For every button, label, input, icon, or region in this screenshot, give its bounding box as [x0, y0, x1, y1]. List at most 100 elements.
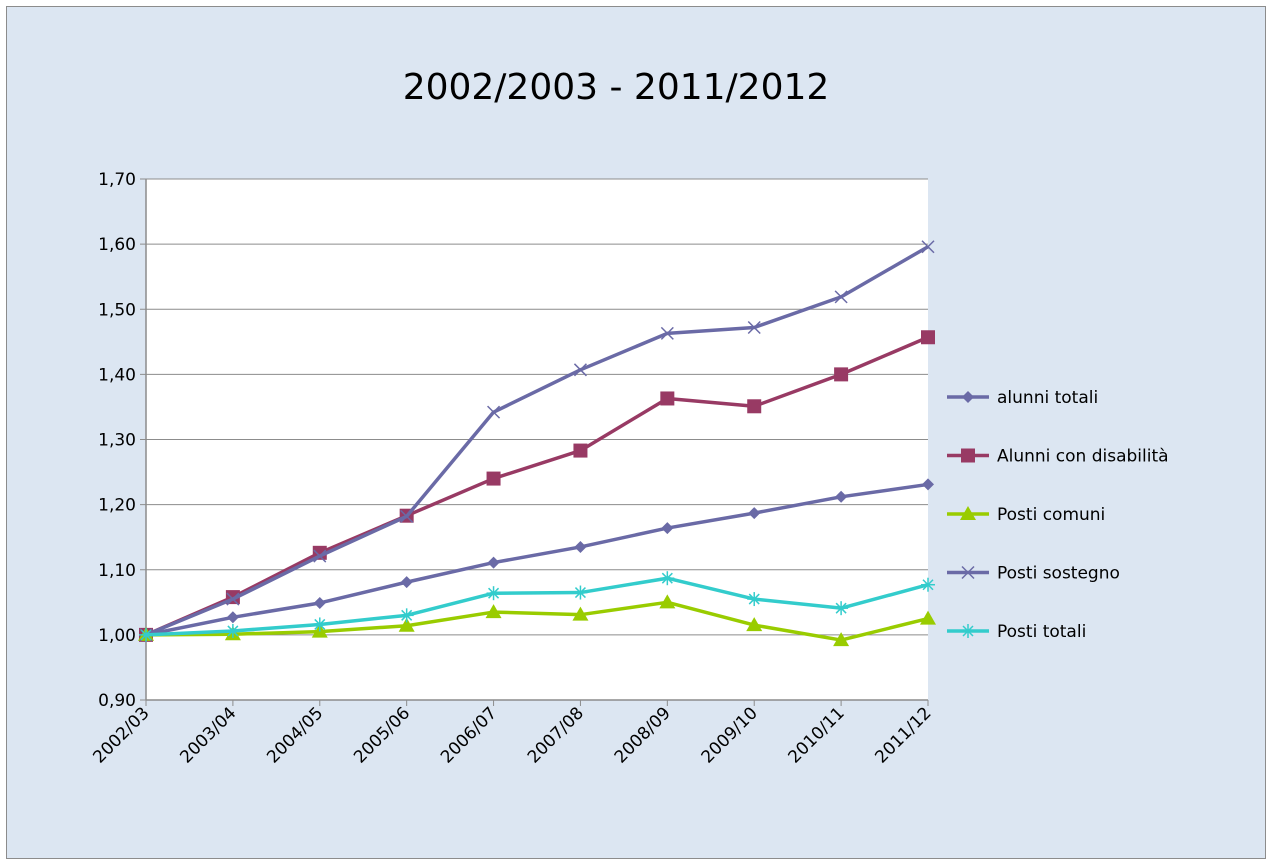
- legend-label: alunni totali: [997, 388, 1098, 408]
- data-point: [835, 490, 848, 503]
- y-tick-label: 1,30: [98, 431, 136, 451]
- legend-marker: [960, 506, 976, 520]
- data-point: [313, 549, 327, 563]
- star-marker-stroke: [488, 587, 500, 599]
- data-point: [400, 509, 414, 523]
- legend-label: Posti totali: [997, 622, 1086, 642]
- data-point: [747, 592, 762, 607]
- legend-label: Posti sostegno: [997, 564, 1120, 584]
- triangle-marker: [746, 617, 763, 632]
- square-marker: [660, 391, 675, 406]
- data-point: [226, 611, 239, 624]
- x-tick-label: 2003/04: [176, 703, 240, 767]
- star-marker-stroke: [748, 593, 760, 605]
- star-marker-stroke: [140, 629, 152, 641]
- series-3: [139, 240, 935, 642]
- y-tick-label: 1,70: [98, 170, 136, 190]
- data-point: [834, 290, 848, 304]
- series-line: [145, 245, 929, 637]
- star-marker-stroke: [922, 579, 934, 591]
- triangle-marker: [833, 632, 850, 647]
- series-line: [145, 482, 929, 637]
- square-marker: [961, 448, 975, 463]
- y-tick-label: 1,20: [98, 496, 136, 516]
- y-tick-label: 1,10: [98, 561, 136, 581]
- square-marker: [573, 443, 588, 458]
- data-point: [921, 577, 935, 592]
- legend-marker: [962, 391, 974, 403]
- data-point: [486, 586, 501, 601]
- series-line: [145, 335, 929, 637]
- data-point: [485, 604, 502, 619]
- data-point: [921, 240, 935, 254]
- star-marker-stroke: [574, 587, 586, 599]
- x-tick-label: 2011/12: [871, 703, 935, 767]
- x-marker-stroke: [226, 592, 240, 606]
- star-marker-stroke: [962, 625, 974, 637]
- data-point: [312, 617, 327, 632]
- y-tick-label: 1,50: [98, 300, 136, 320]
- data-point: [920, 610, 936, 625]
- x-tick-label: 2005/06: [350, 703, 414, 767]
- x-marker-stroke: [921, 240, 935, 254]
- x-tick-label: 2006/07: [437, 703, 501, 767]
- legend-label: Posti comuni: [997, 505, 1105, 525]
- data-point: [660, 326, 674, 340]
- square-marker: [486, 471, 501, 486]
- series-line: [145, 576, 929, 637]
- x-tick-label: 2004/05: [263, 703, 327, 767]
- diamond-marker: [574, 540, 587, 553]
- diamond-marker: [962, 391, 974, 403]
- triangle-marker: [572, 606, 589, 621]
- y-tick-label: 1,40: [98, 365, 136, 385]
- legend: alunni totali Alunni con disabilità Posti …: [947, 388, 1169, 642]
- star-marker-stroke: [401, 609, 413, 621]
- x-marker-stroke: [573, 363, 587, 377]
- data-point: [922, 478, 934, 491]
- y-tick-label: 0,90: [98, 691, 136, 711]
- data-point: [833, 632, 850, 647]
- triangle-marker: [920, 610, 936, 625]
- diamond-marker: [835, 490, 848, 503]
- series-4: [139, 571, 935, 642]
- data-point: [661, 522, 674, 535]
- x-marker-stroke: [400, 509, 414, 523]
- square-marker: [834, 367, 849, 382]
- series-lines: [138, 240, 936, 647]
- data-point: [747, 399, 762, 414]
- y-tick-label: 1,60: [98, 235, 136, 255]
- legend-entry: Posti comuni: [947, 505, 1105, 525]
- diamond-marker: [226, 611, 239, 624]
- data-point: [574, 540, 587, 553]
- x-marker-stroke: [961, 565, 975, 580]
- square-marker: [747, 399, 762, 414]
- data-point: [747, 320, 761, 335]
- data-point: [486, 471, 501, 486]
- data-point: [225, 623, 240, 638]
- data-point: [660, 571, 675, 586]
- series-line: [145, 600, 929, 642]
- gridlines: [146, 178, 928, 636]
- data-point: [313, 596, 326, 609]
- x-marker-stroke: [747, 320, 761, 335]
- legend-entry: Alunni con disabilità: [947, 447, 1169, 467]
- x-marker-stroke: [660, 326, 674, 340]
- x-tick-label: 2008/09: [611, 703, 675, 767]
- series-0: [140, 478, 934, 641]
- legend-entry: Posti totali: [947, 622, 1086, 642]
- star-marker-stroke: [314, 618, 326, 630]
- legend-entry: alunni totali: [947, 388, 1098, 408]
- legend-marker: [961, 624, 975, 638]
- data-point: [573, 443, 588, 458]
- triangle-marker: [960, 506, 976, 520]
- x-tick-label: 2002/03: [89, 703, 153, 767]
- x-tick-label: 2010/11: [785, 703, 849, 767]
- star-marker-stroke: [661, 572, 673, 584]
- data-point: [921, 330, 935, 345]
- legend-label: Alunni con disabilità: [997, 447, 1169, 467]
- data-point: [487, 556, 500, 569]
- data-point: [746, 617, 763, 632]
- x-marker-stroke: [313, 549, 327, 563]
- x-marker-stroke: [834, 290, 848, 304]
- series-2: [138, 594, 936, 647]
